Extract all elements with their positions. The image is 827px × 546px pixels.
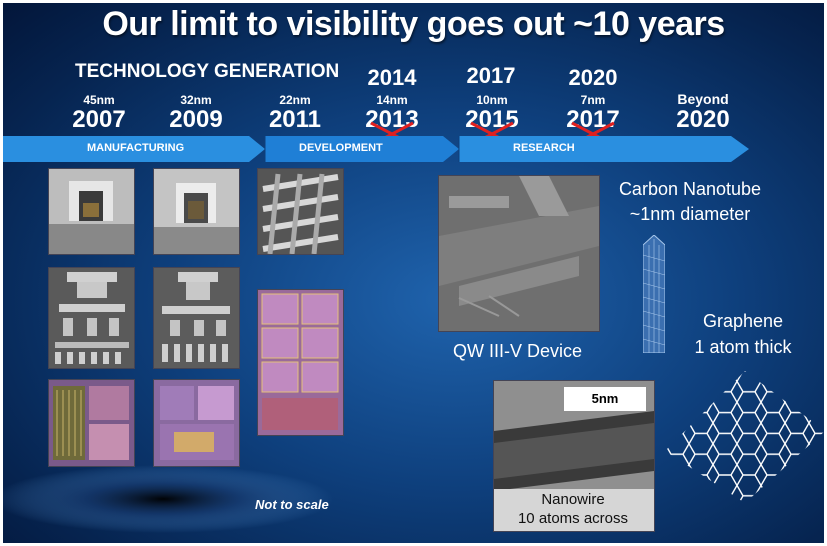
revised-year-14nm: 2014 (367, 65, 417, 90)
phase-manufacturing: MANUFACTURING (87, 142, 185, 154)
carbon-nanotube-label-line1: Carbon Nanotube (618, 179, 762, 199)
node-label: Beyond (677, 91, 729, 107)
nanowire-label-line1: Nanowire (541, 491, 605, 508)
carbon-nanotube-label-line2: ~1nm diameter (629, 204, 751, 224)
year-label: 2020 (676, 106, 730, 133)
revised-year-10nm: 2017 (466, 63, 516, 88)
phase-research: RESEARCH (513, 142, 575, 154)
generation-32nm: 32nm 2009 (158, 93, 234, 133)
year-label: 2015 (465, 106, 519, 133)
floor-ellipse (3, 465, 333, 533)
phase-labels: MANUFACTURING DEVELOPMENT RESEARCH (3, 136, 749, 162)
phase-arrows (3, 136, 749, 162)
node-label: 7nm (580, 93, 606, 107)
node-label: 22nm (279, 93, 311, 107)
interconnect-32nm-image (153, 267, 240, 369)
phase-development: DEVELOPMENT (299, 142, 383, 154)
qw-device-label: QW III-V Device (452, 341, 582, 361)
generation-10nm: 10nm 2015 (454, 93, 530, 147)
qw-device-image (438, 175, 600, 332)
generation-beyond: Beyond 2020 (663, 91, 743, 133)
graphene-lattice-image (665, 371, 824, 503)
die-photo-45nm-image (48, 379, 135, 467)
node-label: 14nm (376, 93, 408, 107)
technology-generation-heading: TECHNOLOGY GENERATION (75, 61, 340, 82)
generation-14nm: 14nm 2013 (354, 93, 430, 147)
interconnect-45nm-image (48, 267, 135, 369)
generation-7nm: 7nm 2017 (555, 93, 631, 147)
generation-22nm: 22nm 2011 (257, 93, 333, 133)
generation-45nm: 45nm 2007 (61, 93, 137, 133)
slide-title: Our limit to visibility goes out ~10 yea… (102, 5, 725, 43)
nanowire-label-line2: 10 atoms across (517, 510, 629, 527)
die-photo-32nm-image (153, 379, 240, 467)
transistor-45nm-image (48, 168, 135, 255)
node-label: 45nm (83, 93, 115, 107)
carbon-nanotube-image (643, 235, 665, 353)
year-label: 2013 (365, 106, 419, 133)
year-label: 2011 (268, 106, 322, 133)
graphene-label-line2: 1 atom thick (694, 337, 792, 357)
node-label: 10nm (476, 93, 508, 107)
year-label: 2009 (169, 106, 223, 133)
not-to-scale-note: Not to scale (255, 497, 329, 512)
node-label: 32nm (180, 93, 212, 107)
transistor-32nm-image (153, 168, 240, 255)
year-label: 2017 (566, 106, 620, 133)
die-photo-22nm-image (257, 289, 344, 436)
trigate-22nm-image (257, 168, 344, 255)
year-label: 2007 (72, 106, 126, 133)
scale-bar-label: 5nm (564, 387, 646, 411)
graphene-label-line1: Graphene (702, 311, 784, 331)
slide: Our limit to visibility goes out ~10 yea… (3, 3, 824, 543)
revised-year-7nm: 2020 (568, 65, 618, 90)
